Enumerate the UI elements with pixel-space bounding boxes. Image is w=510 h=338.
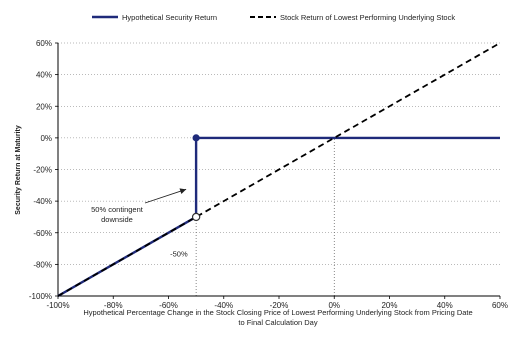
- reference-line-label-0: -50%: [170, 249, 188, 258]
- x-tick-label: -80%: [104, 301, 123, 310]
- annotation-line-2: downside: [101, 215, 133, 224]
- legend-label-stock-return: Stock Return of Lowest Performing Underl…: [280, 13, 455, 22]
- series-line-stock-return: [57, 42, 501, 297]
- series-lines: [57, 42, 501, 298]
- series-line-security-return: [57, 136, 500, 298]
- x-axis-title-line-1: Hypothetical Percentage Change in the St…: [83, 308, 472, 317]
- x-axis-title-line-2: to Final Calculation Day: [238, 318, 317, 327]
- y-tick-label: -60%: [33, 229, 52, 238]
- y-axis-title: Security Return at Maturity: [15, 125, 22, 215]
- x-tick-label: -100%: [46, 301, 69, 310]
- x-tick-label: 20%: [381, 301, 397, 310]
- reference-lines: -50%: [170, 137, 335, 296]
- annotation-arrow-head: [179, 188, 187, 195]
- x-tick-label: -60%: [159, 301, 178, 310]
- marker-filled: [192, 134, 200, 142]
- x-tick-label: 60%: [492, 301, 508, 310]
- chart-legend: Hypothetical Security Return Stock Retur…: [92, 13, 455, 22]
- y-tick-label: -40%: [33, 197, 52, 206]
- y-axis-ticks: -100% -80% -60% -40% -20% 0% 20% 40% 60%: [29, 39, 58, 301]
- annotation-arrow-shaft: [144, 188, 187, 204]
- y-tick-label: 40%: [36, 71, 52, 80]
- x-tick-label: 0%: [328, 301, 340, 310]
- y-tick-label: 0%: [40, 134, 52, 143]
- series-markers: [191, 134, 201, 222]
- y-tick-label: 60%: [36, 39, 52, 48]
- annotation-line-1: 50% contingent: [91, 205, 144, 214]
- grid: [58, 42, 500, 265]
- x-axis-ticks: -100% -80% -60% -40% -20% 0% 20% 40% 60%: [46, 296, 508, 310]
- y-tick-label: 20%: [36, 102, 52, 111]
- legend-label-security-return: Hypothetical Security Return: [122, 13, 217, 22]
- x-tick-label: -20%: [270, 301, 289, 310]
- x-tick-label: 40%: [437, 301, 453, 310]
- y-tick-label: -80%: [33, 260, 52, 269]
- x-tick-label: -40%: [214, 301, 233, 310]
- y-tick-label: -20%: [33, 166, 52, 175]
- marker-open: [191, 212, 201, 222]
- y-tick-label: -100%: [29, 292, 52, 301]
